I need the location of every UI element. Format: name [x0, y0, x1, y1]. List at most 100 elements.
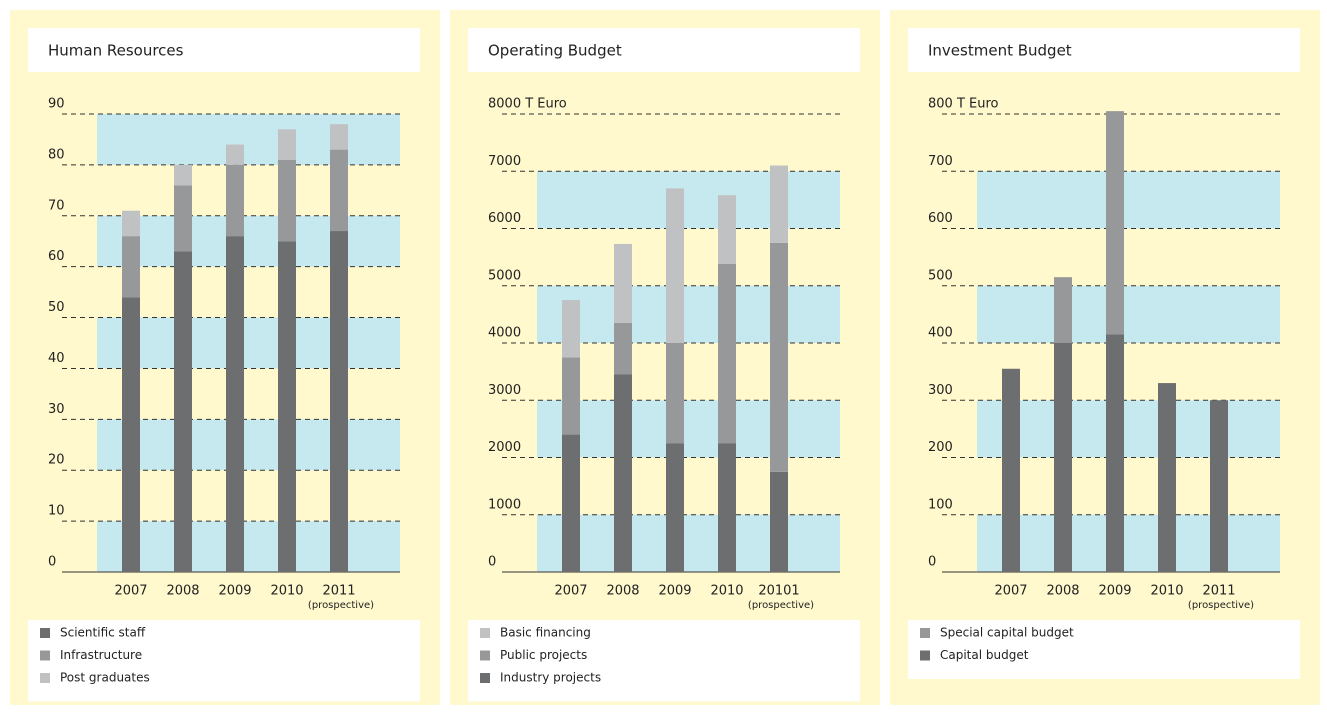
- legend-swatch: [40, 650, 50, 661]
- bar-segment: [1054, 277, 1072, 343]
- band: [537, 400, 840, 458]
- panel: [890, 10, 1320, 705]
- bar-segment: [770, 242, 788, 472]
- band: [977, 285, 1280, 343]
- y-tick-label: 10: [48, 504, 65, 519]
- y-tick-label: 200: [928, 440, 953, 455]
- bar-segment: [1106, 111, 1124, 335]
- band: [537, 285, 840, 343]
- y-tick-label: 60: [48, 249, 65, 264]
- x-tick-label: 2009: [218, 584, 251, 599]
- bar-segment: [330, 231, 348, 573]
- bar-segment: [122, 210, 140, 237]
- bar-segment: [770, 165, 788, 243]
- x-tick-label: 2008: [166, 584, 199, 599]
- annotation: (prospective): [748, 600, 814, 611]
- band: [977, 400, 1280, 458]
- y-tick-label: 6000: [488, 211, 521, 226]
- y-tick-label: 0: [488, 555, 496, 570]
- x-tick-label: 2008: [1046, 584, 1079, 599]
- bar-segment: [1158, 383, 1176, 572]
- bar-segment: [666, 343, 684, 444]
- legend-swatch: [480, 650, 490, 661]
- band: [537, 514, 840, 572]
- bar-segment: [770, 471, 788, 572]
- bar-segment: [122, 297, 140, 572]
- bar-segment: [278, 129, 296, 160]
- legend-swatch: [40, 628, 50, 638]
- y-tick-label: 700: [928, 154, 953, 169]
- x-tick-label: 2007: [114, 584, 147, 599]
- legend-label: Post graduates: [60, 671, 150, 685]
- bar-segment: [122, 236, 140, 298]
- y-tick-label: 3000: [488, 383, 521, 398]
- band: [977, 171, 1280, 229]
- band: [537, 171, 840, 229]
- bar-segment: [174, 164, 192, 186]
- band: [97, 419, 400, 471]
- y-tick-label: 4000: [488, 326, 521, 341]
- y-tick-label: 70: [48, 198, 65, 213]
- legend-swatch: [480, 628, 490, 638]
- legend-swatch: [920, 650, 930, 661]
- bar-segment: [226, 236, 244, 572]
- bar-segment: [614, 243, 632, 323]
- legend-label: Infrastructure: [60, 648, 142, 662]
- bar-segment: [666, 188, 684, 343]
- y-tick-label: 90: [48, 97, 65, 112]
- x-tick-label: 2008: [606, 584, 639, 599]
- legend-box: [908, 620, 1300, 679]
- bar-segment: [174, 185, 192, 252]
- bar-segment: [614, 374, 632, 572]
- bar-segment: [666, 443, 684, 572]
- legend-label: Public projects: [500, 648, 587, 662]
- bar-segment: [226, 144, 244, 165]
- y-tick-label: 2000: [488, 440, 521, 455]
- bar-segment: [174, 251, 192, 572]
- bar-segment: [1106, 334, 1124, 572]
- bar-segment: [562, 357, 580, 435]
- annotation: (prospective): [1188, 600, 1254, 611]
- bar-segment: [1210, 400, 1228, 572]
- y-tick-label: 8000 T Euro: [488, 97, 567, 112]
- legend-label: Scientific staff: [60, 626, 146, 640]
- bar-segment: [562, 434, 580, 572]
- x-tick-label: 2009: [1098, 584, 1131, 599]
- y-tick-label: 600: [928, 211, 953, 226]
- bar-segment: [1054, 343, 1072, 572]
- bar-segment: [226, 164, 244, 237]
- chart-title: Investment Budget: [928, 42, 1072, 60]
- chart-title: Operating Budget: [488, 42, 622, 60]
- annotation: (prospective): [308, 600, 374, 611]
- panel: [450, 10, 880, 705]
- y-tick-label: 0: [48, 555, 56, 570]
- bar-segment: [562, 300, 580, 358]
- y-tick-label: 300: [928, 383, 953, 398]
- legend-box: [468, 620, 860, 702]
- y-tick-label: 7000: [488, 154, 521, 169]
- x-tick-label: 2010: [710, 584, 743, 599]
- legend-label: Capital budget: [940, 648, 1029, 662]
- band: [97, 317, 400, 369]
- bar-segment: [718, 195, 736, 264]
- x-tick-label: 2010: [270, 584, 303, 599]
- y-tick-label: 40: [48, 351, 65, 366]
- legend-label: Special capital budget: [940, 626, 1074, 640]
- y-tick-label: 100: [928, 497, 953, 512]
- legend-label: Industry projects: [500, 671, 601, 685]
- legend-box: [28, 620, 420, 702]
- y-tick-label: 500: [928, 268, 953, 283]
- x-tick-label: 2007: [554, 584, 587, 599]
- x-tick-label: 2007: [994, 584, 1027, 599]
- y-tick-label: 20: [48, 453, 65, 468]
- chart-title: Human Resources: [48, 42, 184, 60]
- y-tick-label: 50: [48, 300, 65, 315]
- legend-swatch: [480, 673, 490, 683]
- x-tick-label: 2011: [322, 584, 355, 599]
- x-tick-label: 2011: [1202, 584, 1235, 599]
- y-tick-label: 0: [928, 555, 936, 570]
- legend-swatch: [920, 628, 930, 638]
- title-box: [28, 28, 420, 72]
- y-tick-label: 400: [928, 326, 953, 341]
